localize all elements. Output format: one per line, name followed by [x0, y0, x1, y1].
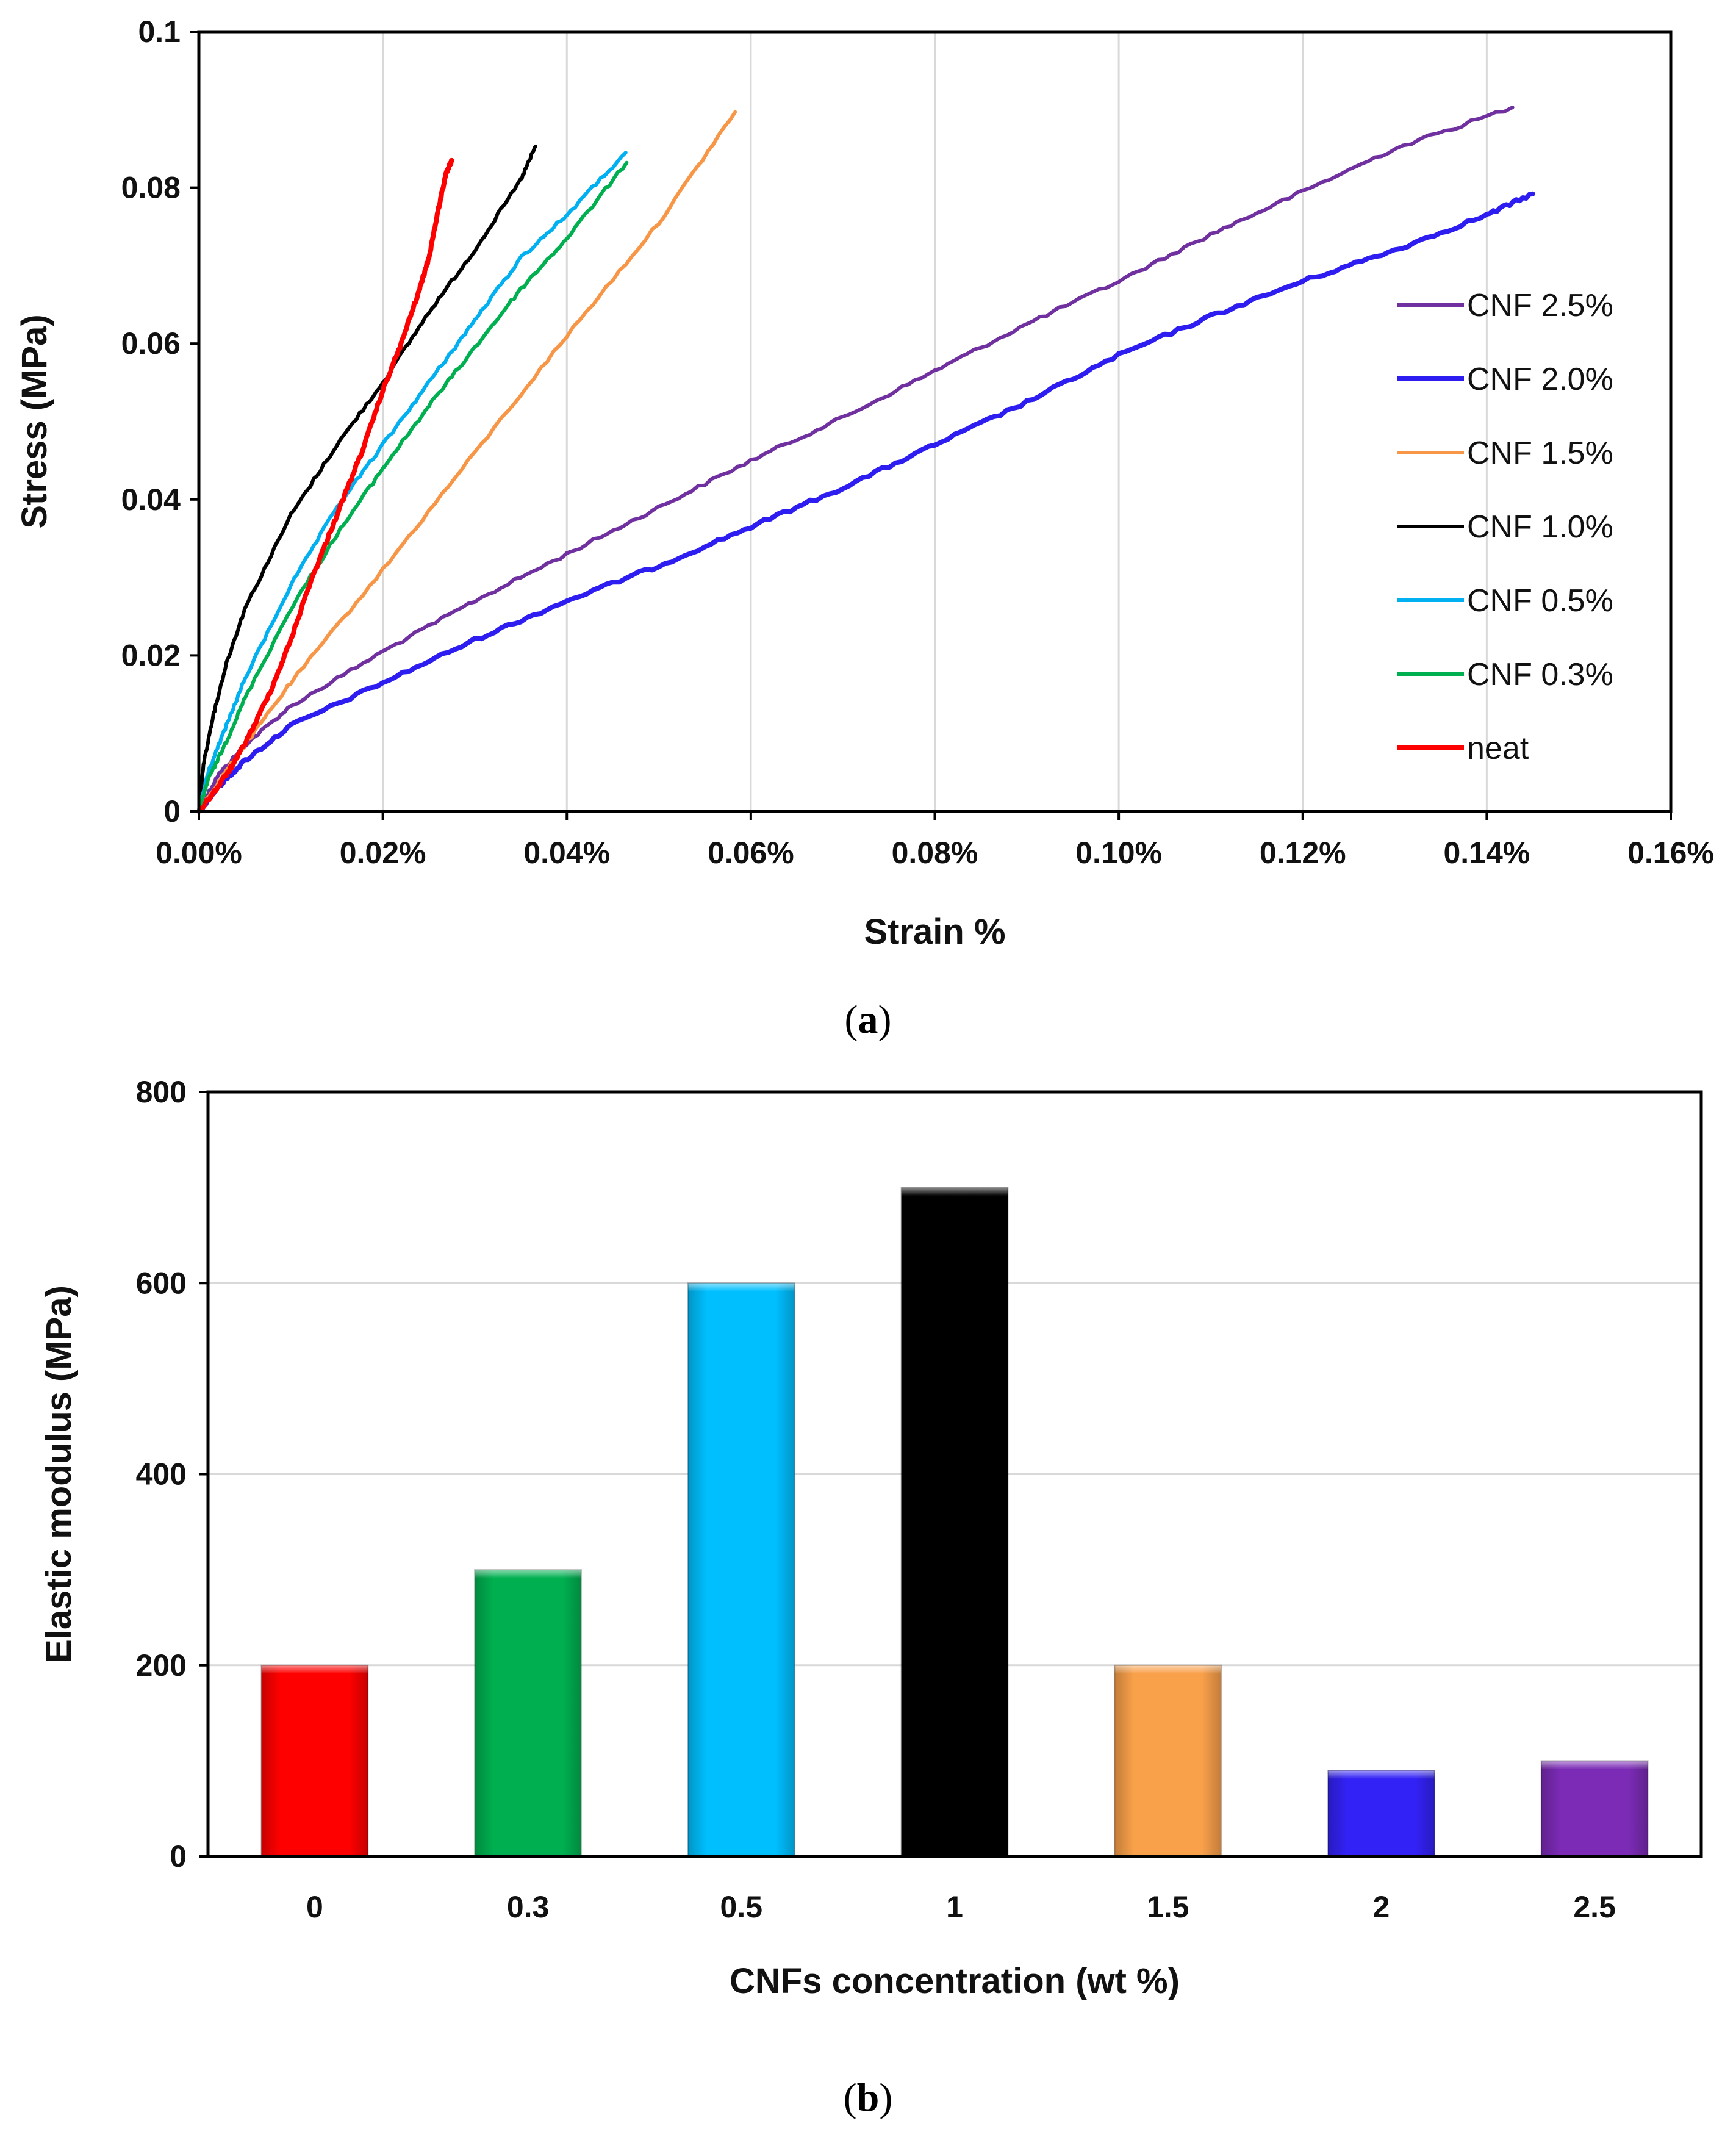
legend-label: neat [1467, 731, 1529, 766]
stress-strain-y-ticks: 0 0.02 0.04 0.06 0.08 0.1 [121, 15, 199, 828]
bar-edge-shade [261, 1665, 368, 1856]
y-tick-label: 0.04 [121, 483, 181, 517]
bar-1 [900, 1187, 1009, 1857]
elastic-modulus-chart: 0 200 400 600 800 0 0.3 0.5 1 1.5 2 2.5 CNFs conce… [39, 1075, 1703, 2001]
y-tick-label: 0 [163, 794, 181, 828]
y-tick-label: 0.08 [121, 171, 181, 205]
elastic-modulus-x-axis-title: CNFs concentration (wt %) [730, 1961, 1180, 2001]
series-line-2 [196, 191, 1535, 814]
x-tick-label: 1.5 [1147, 1890, 1189, 1924]
x-tick-label: 0.06% [708, 836, 794, 870]
x-tick-label: 2.5 [1573, 1890, 1616, 1924]
y-tick-label: 0 [170, 1839, 187, 1873]
legend-label: CNF 1.5% [1467, 436, 1613, 471]
bar-top-highlight [1328, 1770, 1435, 1779]
x-tick-label: 0.10% [1075, 836, 1162, 870]
panel-b-label-close: ) [879, 2075, 892, 2120]
x-tick-label: 0.04% [523, 836, 610, 870]
bar-2 [1327, 1770, 1435, 1858]
bar-2.5 [1540, 1760, 1649, 1857]
bar-top-highlight [1114, 1665, 1222, 1674]
y-tick-label: 0.06 [121, 326, 181, 361]
bar-top-highlight [901, 1187, 1008, 1196]
stress-strain-series [196, 106, 1535, 814]
x-tick-label: 0.00% [156, 836, 242, 870]
legend-label: CNF 1.0% [1467, 509, 1613, 545]
x-tick-label: 0.14% [1443, 836, 1530, 870]
bar-edge-shade [1114, 1665, 1222, 1856]
y-tick-label: 0.1 [138, 15, 181, 49]
bar-0.5 [687, 1282, 795, 1857]
x-tick-label: 0.08% [892, 836, 978, 870]
x-tick-label: 0.3 [507, 1890, 550, 1924]
stress-strain-legend: CNF 2.5% CNF 2.0% CNF 1.5% CNF 1.0% CNF 0.5%… [1397, 288, 1613, 766]
x-tick-label: 1 [946, 1890, 963, 1924]
bar-top-highlight [687, 1283, 795, 1292]
bar-edge-shade [1541, 1761, 1648, 1856]
elastic-modulus-bars [260, 1187, 1649, 1858]
bar-0 [260, 1664, 369, 1857]
y-tick-label: 0.02 [121, 638, 181, 672]
bar-top-highlight [475, 1570, 581, 1579]
y-tick-label: 400 [136, 1457, 187, 1492]
panel-b-label-open: ( [844, 2075, 857, 2120]
series-line-1 [197, 106, 1515, 813]
bar-edge-shade [901, 1187, 1008, 1856]
stress-strain-x-axis-title: Strain % [864, 912, 1005, 952]
panel-b-label-letter: b [857, 2075, 880, 2120]
x-tick-label: 0.16% [1627, 836, 1714, 870]
panel-b-label: (b) [844, 2075, 893, 2120]
legend-label: CNF 0.3% [1467, 657, 1613, 692]
x-tick-label: 0.02% [340, 836, 426, 870]
y-tick-label: 600 [136, 1266, 187, 1300]
stress-strain-y-axis-title: Stress (MPa) [15, 314, 54, 528]
elastic-modulus-y-axis-title: Elastic modulus (MPa) [39, 1285, 79, 1663]
bar-edge-shade [1328, 1770, 1435, 1856]
series-line-3 [197, 110, 737, 813]
series-line-5 [197, 151, 628, 813]
panel-a-label-open: ( [845, 997, 858, 1042]
stress-strain-x-ticks: 0.00% 0.02% 0.04% 0.06% 0.08% 0.10% 0.12% 0.14%… [156, 811, 1714, 870]
legend-label: CNF 0.5% [1467, 583, 1613, 619]
bar-top-highlight [261, 1665, 368, 1674]
legend-label: CNF 2.5% [1467, 288, 1613, 323]
panel-a-label-close: ) [878, 997, 892, 1042]
stress-strain-chart: 0 0.02 0.04 0.06 0.08 0.1 0.00% 0.02% 0.04% 0.06… [15, 15, 1714, 952]
legend-label: CNF 2.0% [1467, 362, 1613, 397]
x-tick-label: 0.12% [1260, 836, 1346, 870]
bar-edge-shade [687, 1283, 795, 1856]
series-line-6 [197, 160, 629, 813]
x-tick-label: 0.5 [720, 1890, 763, 1924]
panel-a-label-letter: a [858, 997, 878, 1042]
y-tick-label: 800 [136, 1075, 187, 1109]
bar-edge-shade [475, 1570, 581, 1856]
bar-top-highlight [1541, 1761, 1648, 1770]
elastic-modulus-x-ticks: 0 0.3 0.5 1 1.5 2 2.5 [306, 1890, 1616, 1924]
stress-strain-gridlines [382, 32, 1488, 811]
series-line-7 [196, 157, 454, 814]
x-tick-label: 0 [306, 1890, 323, 1924]
series-line-4 [197, 144, 537, 813]
x-tick-label: 2 [1373, 1890, 1390, 1924]
bar-0.3 [474, 1569, 583, 1857]
panel-a-label: (a) [845, 997, 892, 1042]
elastic-modulus-y-ticks: 0 200 400 600 800 [136, 1075, 208, 1873]
y-tick-label: 200 [136, 1648, 187, 1682]
bar-1.5 [1114, 1664, 1222, 1857]
